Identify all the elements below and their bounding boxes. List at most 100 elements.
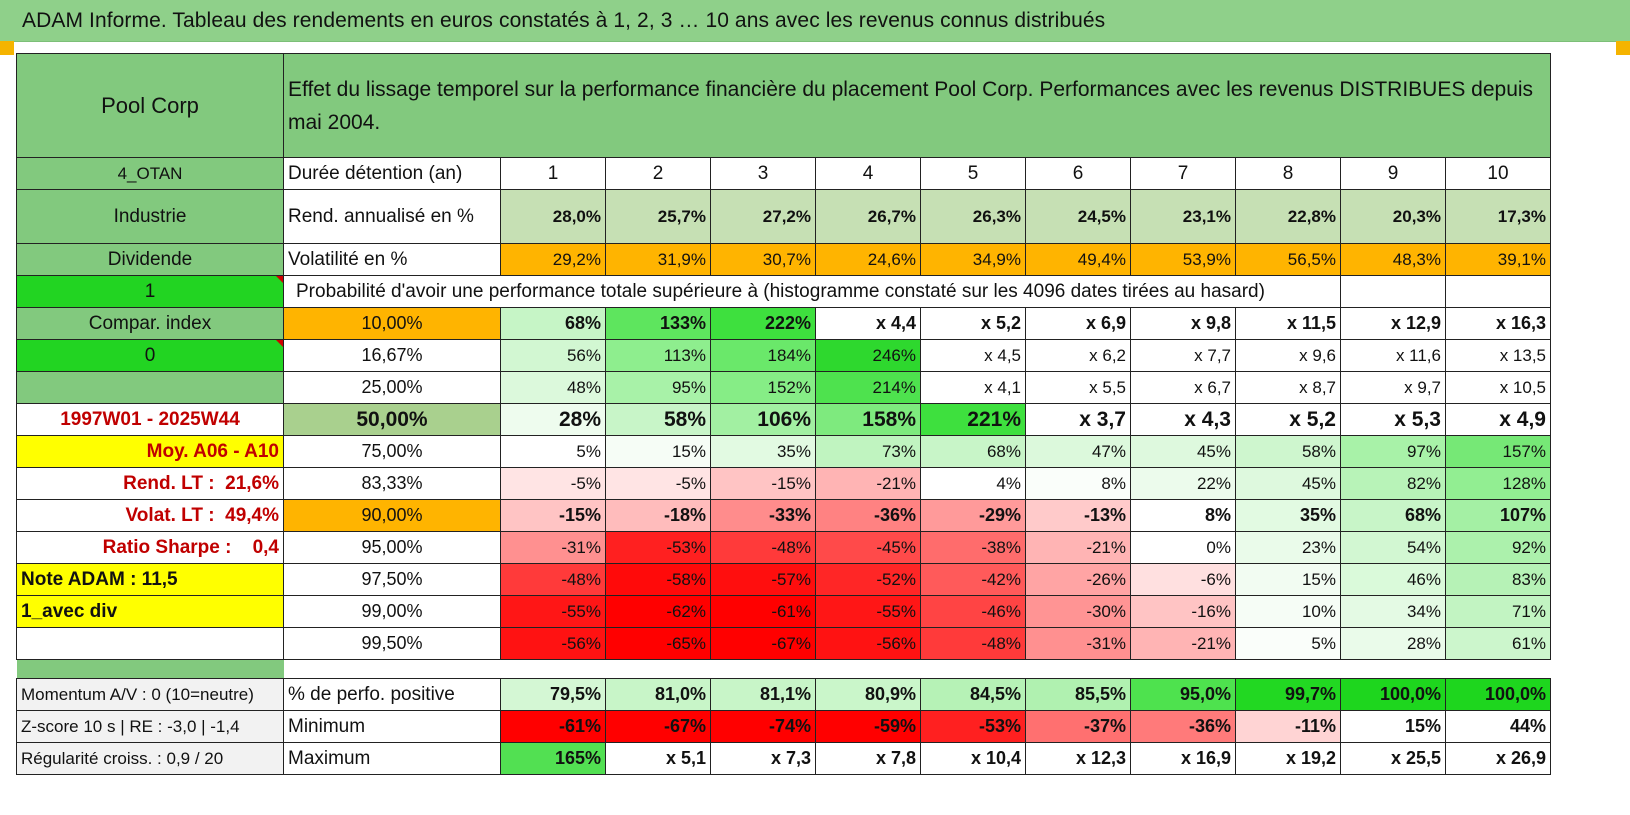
vol-value: 49,4% <box>1025 243 1131 276</box>
quantile-value: 106% <box>710 403 816 436</box>
quantile-value: x 8,7 <box>1235 371 1341 404</box>
quantile-value: 35% <box>710 435 816 468</box>
vol-value: 34,9% <box>920 243 1026 276</box>
asset-name: Pool Corp <box>16 53 284 158</box>
quantile-value: 8% <box>1130 499 1236 532</box>
footer-value: 99,7% <box>1235 678 1341 711</box>
header-description: Effet du lissage temporel sur la perform… <box>283 53 1551 158</box>
quantile-value: x 4,3 <box>1130 403 1236 436</box>
footer-value: x 26,9 <box>1445 742 1551 775</box>
footer-row: Régularité croiss. : 0,9 / 20 Maximum 165%… <box>16 742 1551 775</box>
quantile-value: -58% <box>605 563 711 596</box>
quantile-value: -5% <box>605 467 711 500</box>
quantile-value: -15% <box>710 467 816 500</box>
quantile-value: -15% <box>500 499 606 532</box>
vol-value: 48,3% <box>1340 243 1446 276</box>
footer-value: 44% <box>1445 710 1551 743</box>
footer-value: -74% <box>710 710 816 743</box>
footer-label: % de perfo. positive <box>283 678 501 711</box>
footer-value: x 16,9 <box>1130 742 1236 775</box>
quantile-value: 58% <box>1235 435 1341 468</box>
quantile-value: 15% <box>605 435 711 468</box>
rend-value: 25,7% <box>605 189 711 244</box>
asset-sector: Industrie <box>16 189 284 244</box>
probability-title: Probabilité d'avoir une performance tota… <box>283 275 1341 308</box>
footer-value: -36% <box>1130 710 1236 743</box>
quantile-value: -67% <box>710 627 816 660</box>
quantile-value: -31% <box>1025 627 1131 660</box>
footer-value: -53% <box>920 710 1026 743</box>
quantile-value: -18% <box>605 499 711 532</box>
footer-label: Maximum <box>283 742 501 775</box>
footer-value: 165% <box>500 742 606 775</box>
report-title: ADAM Informe. Tableau des rendements en … <box>22 9 1106 32</box>
footer-value: 15% <box>1340 710 1446 743</box>
footer-indicator: Régularité croiss. : 0,9 / 20 <box>16 742 284 775</box>
footer-value: -67% <box>605 710 711 743</box>
footer-value: -59% <box>815 710 921 743</box>
quantile-value: -53% <box>605 531 711 564</box>
vol-value: 29,2% <box>500 243 606 276</box>
quantile-value: -21% <box>1025 531 1131 564</box>
quantile-value: x 5,5 <box>1025 371 1131 404</box>
quantile-label: 25,00% <box>283 371 501 404</box>
quantile-value: -65% <box>605 627 711 660</box>
rend-value: 20,3% <box>1340 189 1446 244</box>
quantile-value: 73% <box>815 435 921 468</box>
quantile-value: -16% <box>1130 595 1236 628</box>
quantile-value: -56% <box>815 627 921 660</box>
quantile-value: -55% <box>815 595 921 628</box>
quantile-row: Note ADAM : 11,5 97,50% -48% -58% -57% -52% -4… <box>16 563 1551 596</box>
footer-indicator: Momentum A/V : 0 (10=neutre) <box>16 678 284 711</box>
quantile-value: x 9,6 <box>1235 339 1341 372</box>
quantile-label: 99,00% <box>283 595 501 628</box>
year-header: 1 <box>500 157 606 190</box>
quantile-value: -33% <box>710 499 816 532</box>
vol-value: 39,1% <box>1445 243 1551 276</box>
quantile-value: 58% <box>605 403 711 436</box>
footer-value: 80,9% <box>815 678 921 711</box>
quantile-value: x 4,4 <box>815 307 921 340</box>
quantile-label: 10,00% <box>283 307 501 340</box>
empty-side-cell <box>16 627 284 660</box>
flag-cell-1[interactable]: 1 <box>16 275 284 308</box>
quantile-value: x 6,2 <box>1025 339 1131 372</box>
quantile-value: 54% <box>1340 531 1446 564</box>
sharpe-value: 0,4 <box>252 536 279 558</box>
footer-row: Momentum A/V : 0 (10=neutre)% de perfo. … <box>16 678 1551 711</box>
quantile-value: x 5,2 <box>920 307 1026 340</box>
quantile-value: 158% <box>815 403 921 436</box>
quantile-value: 128% <box>1445 467 1551 500</box>
rend-lt: Rend. LT : 21,6% <box>16 467 284 500</box>
quantile-value: 68% <box>1340 499 1446 532</box>
period-range: 1997W01 - 2025W44 <box>16 403 284 436</box>
empty-cell <box>1340 275 1446 308</box>
performance-table: Pool Corp Effet du lissage temporel sur … <box>16 53 1551 775</box>
footer-value: x 12,3 <box>1025 742 1131 775</box>
moy-label: Moy. A06 - A10 <box>16 435 284 468</box>
footer-value: 85,5% <box>1025 678 1131 711</box>
quantile-value: -6% <box>1130 563 1236 596</box>
year-header: 8 <box>1235 157 1341 190</box>
quantile-value: -21% <box>1130 627 1236 660</box>
empty-cell <box>1445 275 1551 308</box>
vol-label: Volatilité en % <box>283 243 501 276</box>
quantile-label: 99,50% <box>283 627 501 660</box>
spacer <box>284 660 1551 679</box>
quantile-value: 5% <box>1235 627 1341 660</box>
quantile-label: 16,67% <box>283 339 501 372</box>
quantile-value: x 6,7 <box>1130 371 1236 404</box>
quantile-row: Ratio Sharpe : 0,4 95,00% -31% -53% -48% -45%… <box>16 531 1551 564</box>
quantile-value: 68% <box>920 435 1026 468</box>
quantile-value: -21% <box>815 467 921 500</box>
rend-value: 28,0% <box>500 189 606 244</box>
compar-index: Compar. index <box>16 307 284 340</box>
year-header: 5 <box>920 157 1026 190</box>
quantile-row: 99,50% -56% -65% -67% -56% -48% -31% -21% 5% 28% 6… <box>16 627 1551 660</box>
footer-row: Z-score 10 s | RE : -3,0 | -1,4 Minimum -6… <box>16 710 1551 743</box>
flag-cell-2[interactable]: 0 <box>16 339 284 372</box>
year-header: 6 <box>1025 157 1131 190</box>
quantile-value: 157% <box>1445 435 1551 468</box>
quantile-label: 83,33% <box>283 467 501 500</box>
rend-value: 24,5% <box>1025 189 1131 244</box>
